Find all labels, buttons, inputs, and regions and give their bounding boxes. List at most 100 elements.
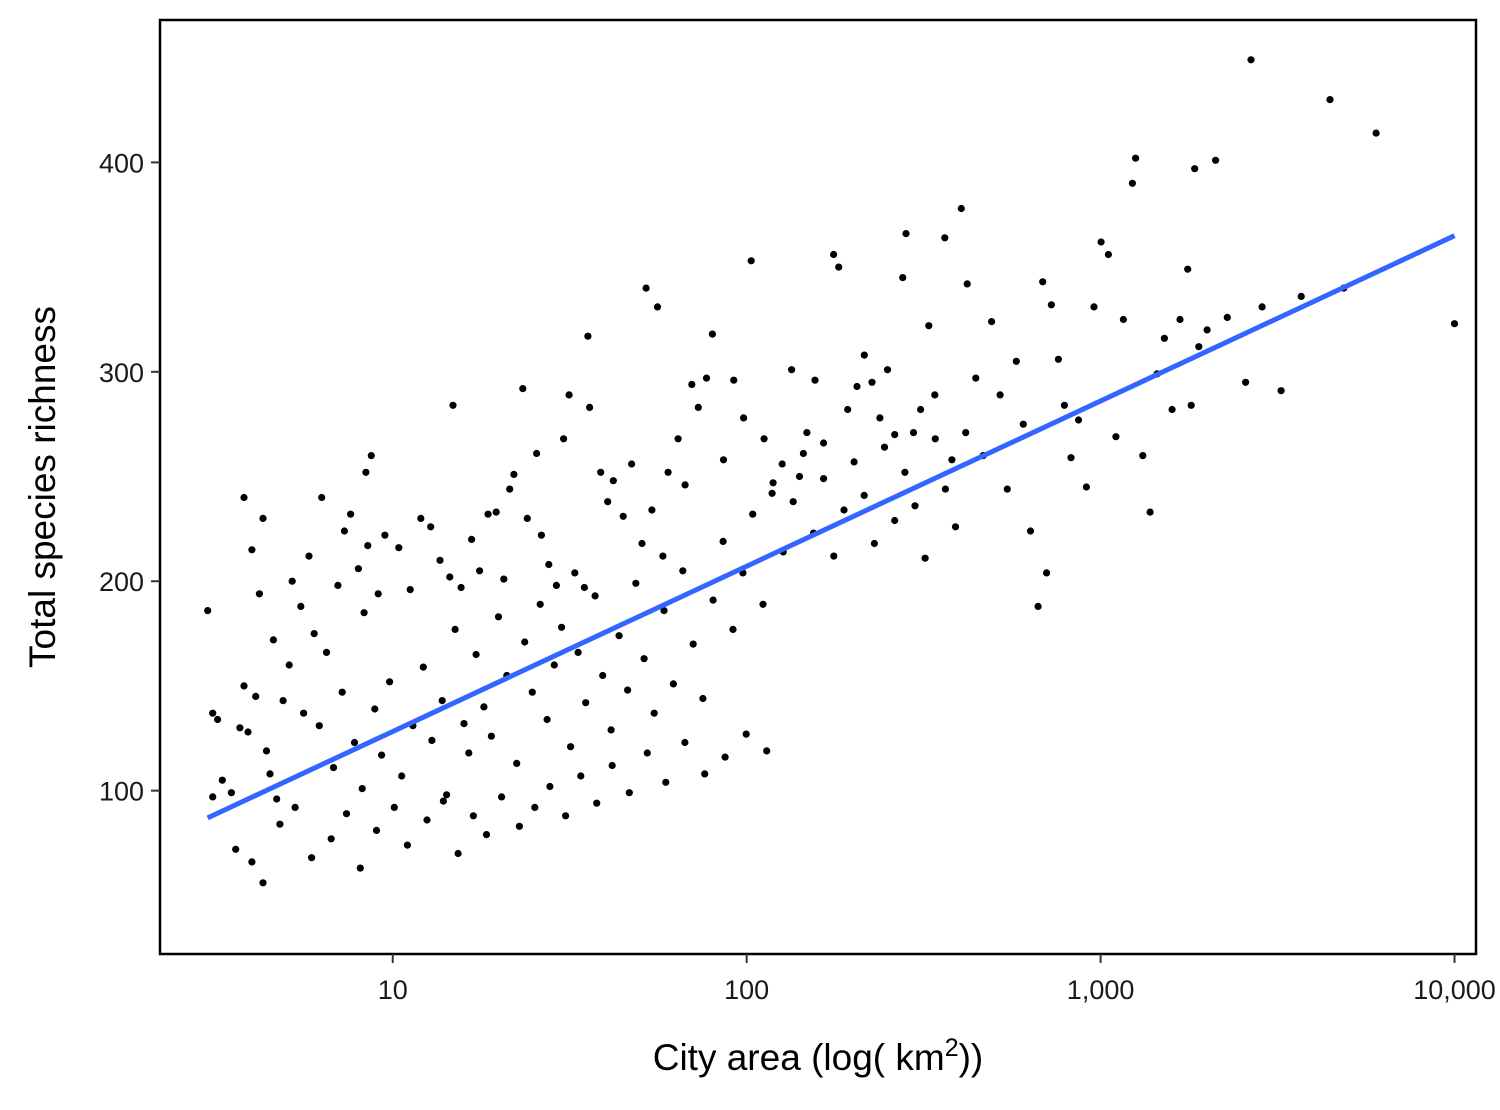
data-point xyxy=(438,697,446,705)
data-point xyxy=(460,720,468,728)
data-point xyxy=(749,510,757,518)
data-point xyxy=(719,456,728,464)
data-point xyxy=(763,747,771,755)
data-point xyxy=(1146,508,1154,516)
data-point xyxy=(803,429,811,437)
data-point xyxy=(951,523,960,531)
data-point xyxy=(562,812,570,820)
data-point xyxy=(550,661,558,669)
x-axis-title-superscript: 2 xyxy=(945,1034,959,1062)
data-point xyxy=(619,512,627,520)
data-point xyxy=(487,732,495,740)
data-point xyxy=(484,510,492,518)
data-point xyxy=(1039,278,1047,286)
data-point xyxy=(1247,56,1255,64)
data-point xyxy=(354,565,362,573)
data-point xyxy=(269,636,277,644)
data-point xyxy=(451,625,459,634)
data-point xyxy=(778,460,786,468)
data-point xyxy=(582,699,590,707)
data-point xyxy=(632,579,640,587)
data-point xyxy=(449,401,457,409)
data-point xyxy=(492,508,500,516)
data-point xyxy=(701,770,709,778)
data-point xyxy=(638,539,646,548)
data-point xyxy=(1242,378,1250,386)
data-point xyxy=(883,366,892,374)
y-axis-title: Total species richness xyxy=(22,306,63,668)
data-point xyxy=(659,552,667,560)
data-point xyxy=(403,841,411,849)
data-point xyxy=(962,429,970,437)
data-point xyxy=(545,560,553,569)
data-point xyxy=(1060,401,1068,409)
data-point xyxy=(419,663,427,671)
data-point xyxy=(476,567,484,575)
y-axis-ticks: 100 200 300 400 xyxy=(99,148,160,807)
data-point xyxy=(232,845,240,853)
data-point xyxy=(454,849,462,858)
data-point xyxy=(519,385,527,393)
data-point xyxy=(593,799,601,807)
data-point xyxy=(860,491,868,499)
data-point xyxy=(521,638,529,646)
data-point xyxy=(941,234,949,242)
data-point xyxy=(310,630,318,638)
data-point xyxy=(252,692,260,701)
data-point xyxy=(329,764,338,772)
data-point xyxy=(820,475,828,483)
data-point xyxy=(604,498,612,506)
data-point xyxy=(972,374,980,382)
data-point xyxy=(327,835,335,843)
data-point xyxy=(457,583,465,592)
data-point xyxy=(902,230,910,238)
data-point xyxy=(428,736,436,745)
data-point xyxy=(446,573,454,581)
data-point xyxy=(653,303,662,311)
data-point xyxy=(957,204,965,213)
data-points xyxy=(204,56,1459,887)
data-point xyxy=(367,452,375,460)
data-point xyxy=(236,724,244,732)
y-tick-label: 300 xyxy=(99,358,144,388)
data-point xyxy=(1128,179,1136,187)
data-point xyxy=(747,257,755,265)
data-point xyxy=(925,322,933,330)
data-point xyxy=(571,569,579,577)
data-point xyxy=(891,516,899,525)
data-point xyxy=(931,435,939,443)
data-point xyxy=(209,709,217,717)
data-point xyxy=(899,274,907,282)
data-point xyxy=(1034,602,1042,611)
data-point xyxy=(472,650,480,659)
data-point xyxy=(342,810,351,818)
data-point xyxy=(537,531,546,539)
data-point xyxy=(244,728,252,736)
data-point xyxy=(640,655,648,663)
data-point xyxy=(901,468,909,476)
data-point xyxy=(643,749,651,757)
data-point xyxy=(436,556,444,564)
data-point xyxy=(789,498,797,506)
data-point xyxy=(386,678,394,686)
data-point xyxy=(1450,320,1459,328)
data-point xyxy=(248,546,256,554)
data-point xyxy=(1191,165,1199,173)
data-point xyxy=(558,623,566,631)
trend-line xyxy=(206,233,1456,821)
data-point xyxy=(681,481,689,489)
data-point xyxy=(1112,433,1120,441)
data-point xyxy=(730,376,738,384)
y-tick-label: 400 xyxy=(99,148,144,178)
data-point xyxy=(650,709,658,717)
data-point xyxy=(240,682,248,690)
data-point xyxy=(1097,238,1105,246)
data-point xyxy=(533,449,541,458)
data-point xyxy=(580,583,589,592)
data-point xyxy=(880,443,889,451)
data-point xyxy=(688,380,696,388)
x-tick-label: 100 xyxy=(724,975,769,1005)
data-point xyxy=(536,600,544,608)
data-point xyxy=(259,514,267,523)
data-point xyxy=(1184,265,1192,273)
